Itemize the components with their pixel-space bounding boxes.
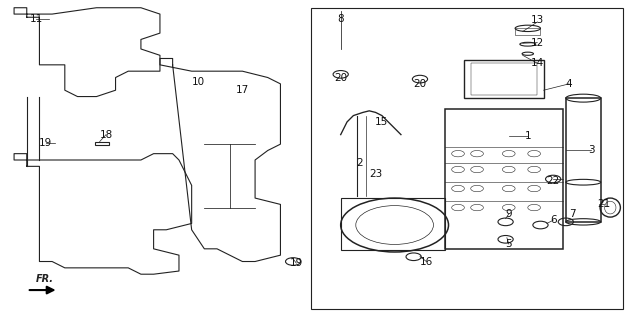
Text: FR.: FR. — [36, 274, 54, 284]
Text: 6: 6 — [550, 215, 557, 225]
Text: 7: 7 — [569, 209, 575, 219]
Text: 22: 22 — [547, 176, 560, 186]
Text: 5: 5 — [505, 239, 512, 249]
Text: 9: 9 — [505, 209, 512, 219]
Text: 23: 23 — [369, 169, 382, 179]
Bar — [341, 198, 445, 251]
Text: 20: 20 — [334, 73, 347, 83]
Bar — [464, 60, 543, 98]
Text: 8: 8 — [338, 14, 344, 24]
Text: 11: 11 — [30, 14, 43, 24]
Text: 12: 12 — [531, 38, 544, 48]
Text: 20: 20 — [413, 79, 427, 89]
Text: 15: 15 — [375, 117, 389, 127]
Text: 19: 19 — [39, 138, 52, 148]
Bar — [566, 98, 601, 222]
Bar — [471, 63, 537, 95]
Bar — [311, 8, 623, 309]
Bar — [445, 109, 562, 249]
Text: 18: 18 — [99, 130, 113, 140]
Bar — [96, 142, 109, 145]
Text: 17: 17 — [236, 85, 249, 95]
Text: 13: 13 — [531, 15, 544, 25]
Text: 3: 3 — [588, 146, 594, 156]
Text: 19: 19 — [290, 258, 303, 268]
Text: 14: 14 — [531, 58, 544, 68]
Text: 2: 2 — [357, 158, 363, 168]
Text: 10: 10 — [192, 77, 204, 87]
Text: 21: 21 — [598, 199, 610, 209]
Text: 1: 1 — [524, 131, 531, 141]
Bar — [515, 28, 540, 35]
Text: 16: 16 — [420, 257, 433, 267]
Text: 4: 4 — [566, 79, 572, 89]
